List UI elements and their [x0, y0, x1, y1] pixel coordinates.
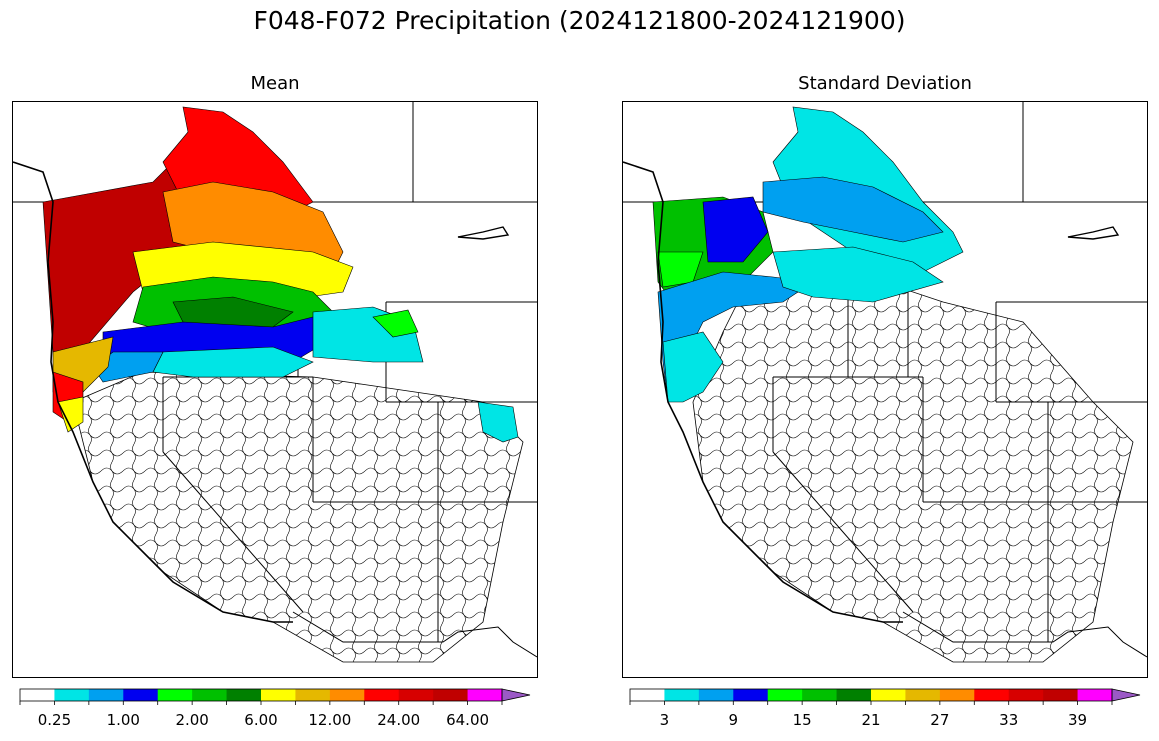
std-regions: [652, 106, 964, 403]
colorbar-tick-label: 2.00: [175, 711, 209, 729]
std-colorbar: [629, 688, 1141, 705]
colorbar-segment: [733, 689, 769, 701]
colorbar-tick-label: 27: [930, 711, 950, 729]
colorbar-segment: [398, 689, 434, 701]
colorbar-segment: [88, 689, 124, 701]
colorbar-tick-label: 9: [728, 711, 739, 729]
great-lakes: [1067, 226, 1120, 240]
colorbar-segment: [871, 689, 906, 701]
colorbar-segment: [295, 689, 331, 701]
std-panel-title: Standard Deviation: [798, 73, 972, 94]
colorbar-segment: [1043, 689, 1079, 701]
colorbar-segment: [467, 689, 503, 701]
colorbar-segment: [1008, 689, 1044, 701]
colorbar-tick-label: 1.00: [106, 711, 140, 729]
mean-map: [13, 102, 537, 663]
colorbar-segment: [157, 689, 193, 701]
mean-panel-title: Mean: [250, 73, 300, 94]
colorbar-segment: [1077, 689, 1113, 701]
colorbar-tick-label: 39: [1068, 711, 1088, 729]
dry-basins: [692, 271, 1134, 663]
colorbar-tick-label: 0.25: [37, 711, 72, 729]
colorbar-extend-arrow: [501, 688, 531, 702]
mean-colorbar: [19, 688, 531, 705]
colorbar-tick-label: 6.00: [244, 711, 278, 729]
colorbar-segment: [329, 689, 365, 701]
colorbar-segment: [905, 689, 941, 701]
mean-map-panel: [12, 101, 538, 678]
colorbar-segment: [974, 689, 1010, 701]
colorbar-tick-label: 3: [659, 711, 670, 729]
figure-title: F048-F072 Precipitation (2024121800-2024…: [253, 6, 906, 35]
great-lakes: [457, 226, 510, 240]
colorbar-segment: [54, 689, 90, 701]
std-map-panel: [622, 101, 1148, 678]
colorbar-segment: [664, 689, 700, 701]
colorbar-segment: [939, 689, 975, 701]
colorbar-tick-label: 33: [999, 711, 1019, 729]
colorbar-segment: [20, 689, 55, 701]
colorbar-segment: [261, 689, 296, 701]
colorbar-tick-label: 21: [861, 711, 881, 729]
colorbar-svg: [629, 688, 1141, 705]
coastline: [13, 161, 293, 623]
colorbar-tick-label: 15: [792, 711, 812, 729]
colorbar-svg: [19, 688, 531, 705]
colorbar-segment: [364, 689, 400, 701]
colorbar-tick-label: 24.00: [377, 711, 421, 729]
colorbar-segment: [698, 689, 734, 701]
colorbar-segment: [767, 689, 803, 701]
colorbar-tick-label: 64.00: [446, 711, 490, 729]
colorbar-extend-arrow: [1111, 688, 1141, 702]
precip-regions: [42, 106, 519, 443]
dry-basins: [72, 371, 524, 663]
colorbar-segment: [123, 689, 159, 701]
colorbar-segment: [433, 689, 469, 701]
colorbar-segment: [836, 689, 872, 701]
colorbar-segment: [802, 689, 838, 701]
colorbar-segment: [226, 689, 262, 701]
colorbar-tick-label: 12.00: [308, 711, 352, 729]
colorbar-segment: [630, 689, 665, 701]
colorbar-segment: [192, 689, 228, 701]
coastline: [623, 161, 903, 623]
std-map: [623, 102, 1147, 663]
